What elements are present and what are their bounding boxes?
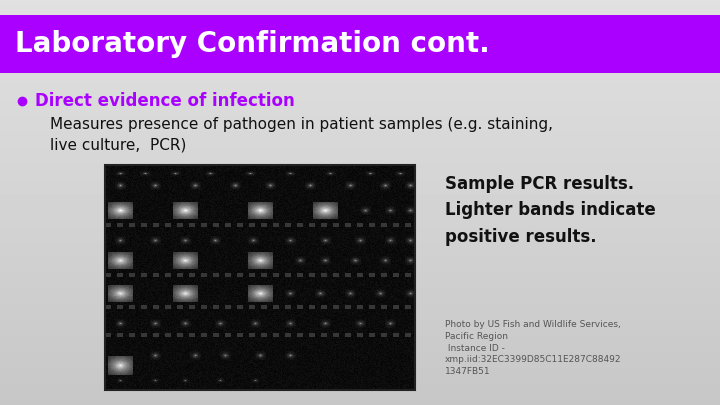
Text: Photo by US Fish and Wildlife Services,
Pacific Region
 Instance ID -
xmp.iid:32: Photo by US Fish and Wildlife Services, …: [445, 320, 621, 376]
Text: Laboratory Confirmation cont.: Laboratory Confirmation cont.: [15, 30, 490, 58]
Text: Measures presence of pathogen in patient samples (e.g. staining,
live culture,  : Measures presence of pathogen in patient…: [50, 117, 553, 153]
FancyBboxPatch shape: [0, 15, 720, 73]
Text: Sample PCR results.
Lighter bands indicate
positive results.: Sample PCR results. Lighter bands indica…: [445, 175, 656, 246]
Text: Direct evidence of infection: Direct evidence of infection: [35, 92, 294, 110]
